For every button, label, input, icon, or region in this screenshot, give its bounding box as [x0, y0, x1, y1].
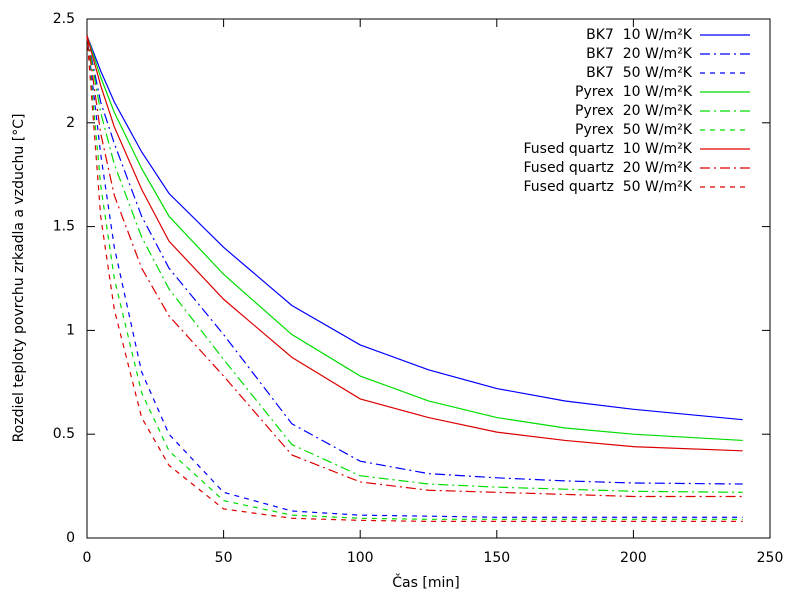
series-line [86, 35, 743, 485]
series-line [86, 35, 743, 452]
legend-label: BK7 20 W/m²K [586, 46, 693, 62]
series-line [86, 35, 743, 518]
y-tick-label: 2 [66, 115, 75, 131]
series-line [86, 35, 743, 498]
y-axis-label: Rozdiel teploty povrchu zrkadla a vzduch… [11, 114, 27, 443]
legend-label: Fused quartz 20 W/m²K [524, 160, 693, 176]
y-tick-label: 0.5 [53, 426, 75, 442]
series-line [86, 35, 743, 421]
series-line [86, 35, 743, 493]
y-tick-label: 2.5 [53, 11, 75, 27]
x-tick-label: 0 [83, 550, 92, 566]
series-line [86, 35, 743, 520]
x-tick-label: 50 [215, 550, 233, 566]
y-tick-label: 1 [66, 322, 75, 338]
x-tick-label: 200 [620, 550, 647, 566]
series-line [86, 35, 743, 522]
y-tick-label: 1.5 [53, 219, 75, 235]
x-tick-label: 100 [347, 550, 374, 566]
legend-label: Pyrex 20 W/m²K [575, 103, 693, 119]
legend-label: BK7 10 W/m²K [586, 27, 693, 43]
legend-label: Fused quartz 10 W/m²K [524, 141, 693, 157]
x-axis-label: Čas [min] [392, 573, 459, 591]
legend-label: BK7 50 W/m²K [586, 65, 693, 81]
plot-frame [86, 18, 771, 539]
series-line [86, 35, 743, 442]
legend-label: Pyrex 10 W/m²K [575, 84, 693, 100]
x-tick-label: 150 [483, 550, 510, 566]
legend-label: Fused quartz 50 W/m²K [524, 179, 693, 195]
y-tick-label: 0 [66, 530, 75, 546]
x-tick-label: 250 [757, 550, 784, 566]
legend-label: Pyrex 50 W/m²K [575, 122, 693, 138]
